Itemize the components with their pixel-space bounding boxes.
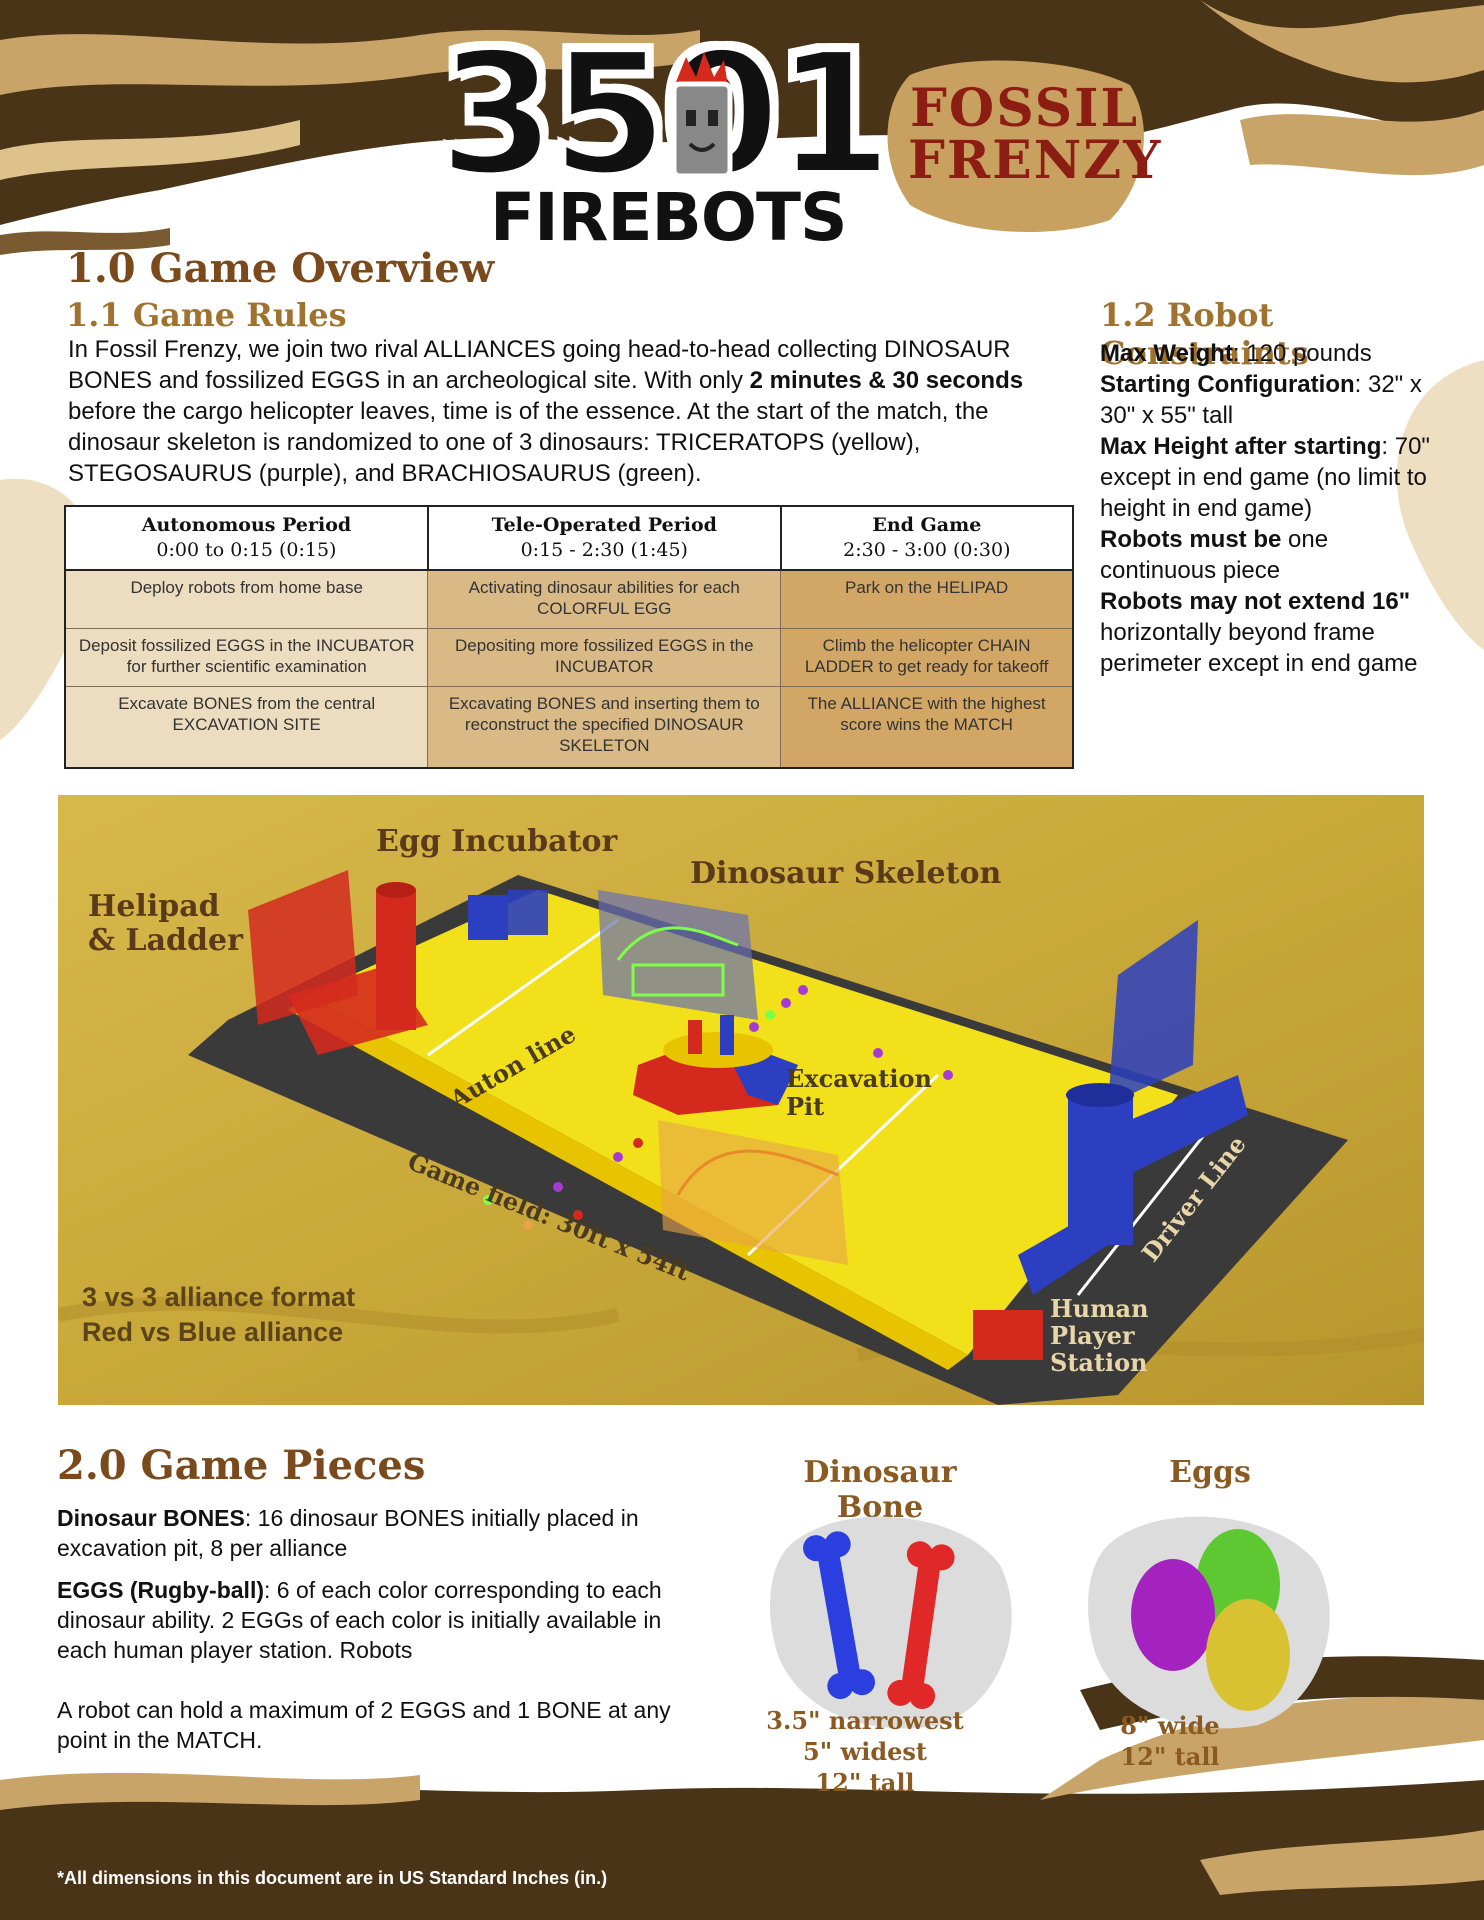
eggs-title: Eggs xyxy=(1169,1455,1251,1490)
field-render xyxy=(56,795,1426,1405)
constraint-item: Starting Configuration: 32" x 30" x 55" … xyxy=(1100,371,1422,429)
game-field-illustration: Egg Incubator Dinosaur Skeleton Helipad &… xyxy=(56,795,1426,1405)
header-endgame: End Game 2:30 - 3:00 (0:30) xyxy=(779,505,1075,571)
constraint-item: Max Weight: 120 pounds xyxy=(1100,340,1372,367)
team-number: 3501 xyxy=(435,16,896,214)
dinosaur-bone-image xyxy=(770,1516,1012,1729)
table-row: Deploy robots from home base Activating … xyxy=(64,569,1074,629)
label-excavation-pit: Excavation Pit xyxy=(786,1064,932,1121)
robot-constraints-heading: 1.2 Robot Constraints xyxy=(1100,296,1309,372)
eggs-dimensions: 8" wide 12" tall xyxy=(1120,1711,1220,1771)
fossil-rock-shape xyxy=(887,60,1144,232)
table-row: Deposit fossilized EGGS in the INCUBATOR… xyxy=(64,628,1074,687)
constraint-item: Robots may not extend 16" horizontally b… xyxy=(1100,588,1418,677)
match-duration: 2 minutes & 30 seconds xyxy=(749,367,1024,394)
table-row: Excavate BONES from the central EXCAVATI… xyxy=(64,686,1074,769)
constraint-item: Robots must be one continuous piece xyxy=(1100,526,1329,584)
game-rules-heading: 1.1 Game Rules xyxy=(66,296,347,334)
header-teleop: Tele-Operated Period 0:15 - 2:30 (1:45) xyxy=(426,505,782,571)
game-logo: FOSSIL FRENZY xyxy=(880,55,1160,235)
game-rules-paragraph: In Fossil Frenzy, we join two rival ALLI… xyxy=(68,336,1024,487)
game-logo-line2: FRENZY xyxy=(908,130,1163,191)
team-logo: 3501 FIREBOTS xyxy=(435,27,896,251)
castle-mascot-icon xyxy=(671,52,733,179)
label-alliance-format: 3 vs 3 alliance format Red vs Blue allian… xyxy=(82,1282,356,1347)
section-title-game-overview: 1.0 Game Overview xyxy=(66,245,495,292)
label-dinosaur-skeleton: Dinosaur Skeleton xyxy=(690,856,1002,891)
game-logo-line1: FOSSIL xyxy=(910,78,1140,139)
constraint-item: Max Height after starting: 70" except in… xyxy=(1100,433,1430,522)
label-human-player-station: Human Player Station xyxy=(1050,1294,1149,1377)
section-title-game-pieces: 2.0 Game Pieces xyxy=(57,1442,426,1489)
team-name: FIREBOTS xyxy=(490,179,848,256)
label-helipad: Helipad & Ladder xyxy=(88,889,243,958)
bone-dimensions: 3.5" narrowest 5" widest 12" tall xyxy=(766,1706,964,1797)
header-autonomous: Autonomous Period 0:00 to 0:15 (0:15) xyxy=(64,505,429,571)
match-periods-table: Autonomous Period 0:00 to 0:15 (0:15) Tel… xyxy=(64,505,1075,769)
label-egg-incubator: Egg Incubator xyxy=(376,824,618,859)
game-pieces-text: Dinosaur BONES: 16 dinosaur BONES initia… xyxy=(57,1505,671,1753)
robot-constraints-list: Max Weight: 120 pounds Starting Configur… xyxy=(1100,338,1450,679)
footer-note: *All dimensions in this document are in … xyxy=(57,1868,608,1888)
eggs-image xyxy=(1088,1516,1330,1729)
